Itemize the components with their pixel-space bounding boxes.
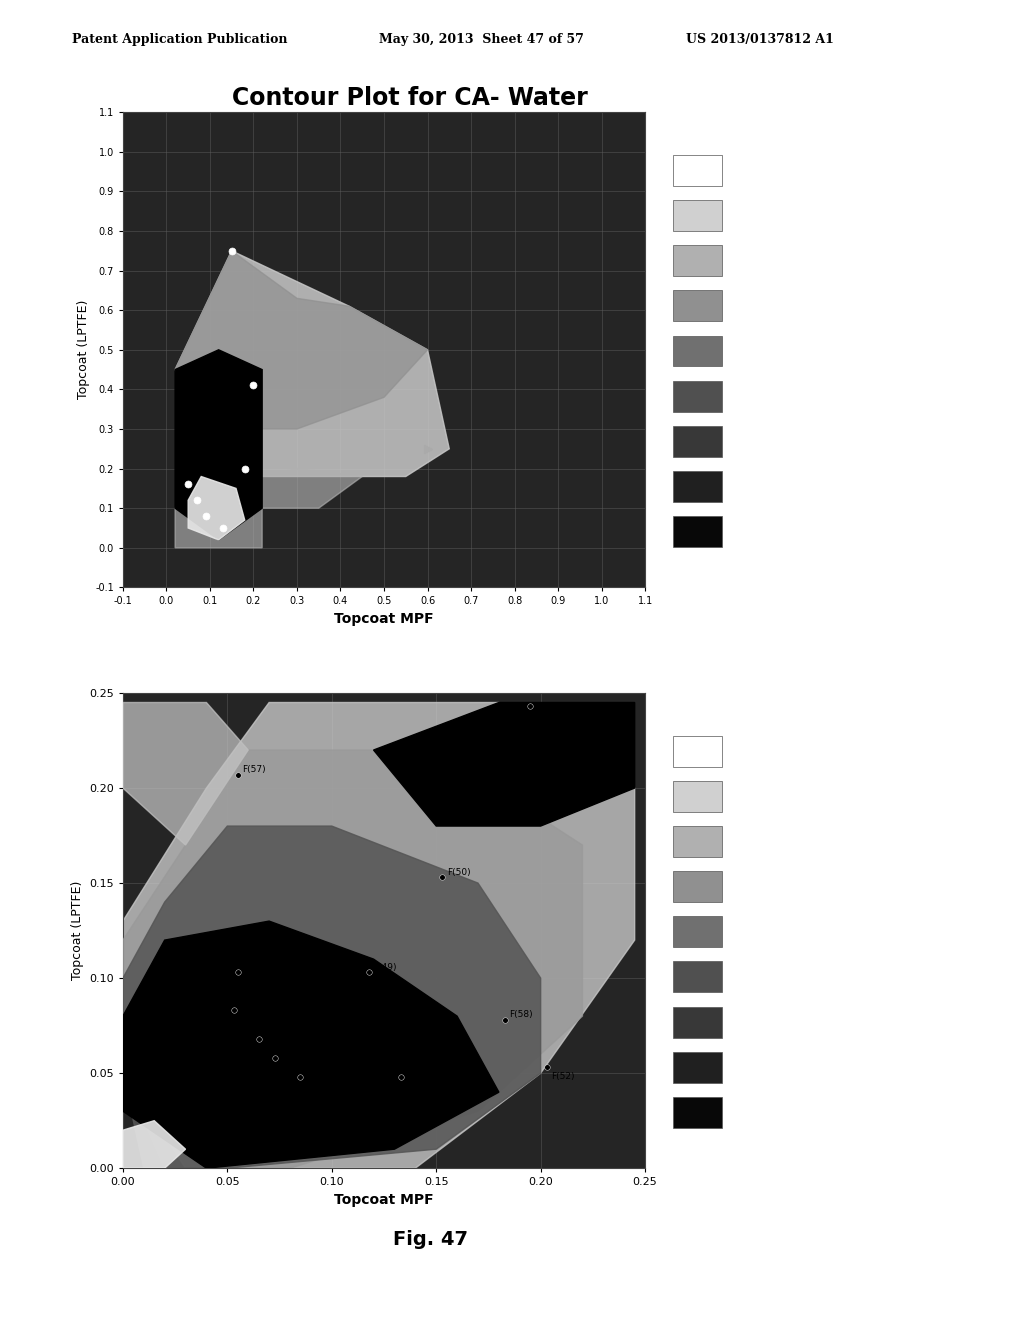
Polygon shape (175, 469, 362, 548)
Text: > 122.500: > 122.500 (734, 1106, 790, 1117)
X-axis label: Topcoat MPF: Topcoat MPF (334, 612, 434, 626)
X-axis label: Topcoat MPF: Topcoat MPF (334, 1193, 434, 1206)
Text: F(CCONTROL 32): F(CCONTROL 32) (242, 962, 318, 972)
Text: May 30, 2013  Sheet 47 of 57: May 30, 2013 Sheet 47 of 57 (379, 33, 584, 46)
Text: <= 110.000: <= 110.000 (734, 836, 798, 845)
Text: <= 105.000: <= 105.000 (734, 164, 798, 174)
FancyBboxPatch shape (673, 426, 722, 457)
Text: <= 115.000: <= 115.000 (734, 925, 798, 936)
FancyBboxPatch shape (673, 516, 722, 546)
Polygon shape (123, 826, 541, 1168)
Text: F(58): F(58) (509, 1010, 532, 1019)
Text: <= 117.500: <= 117.500 (734, 970, 798, 981)
FancyBboxPatch shape (673, 380, 722, 412)
Text: <= 115.000: <= 115.000 (734, 345, 798, 355)
Text: CA- Water: CA- Water (680, 127, 739, 140)
Text: CA- Water: CA- Water (680, 708, 739, 721)
FancyBboxPatch shape (673, 781, 722, 812)
FancyBboxPatch shape (673, 1052, 722, 1082)
Polygon shape (175, 251, 450, 477)
Text: Patent Application Publication: Patent Application Publication (72, 33, 287, 46)
Text: <= 105.000: <= 105.000 (734, 744, 798, 755)
Text: Fig. 47: Fig. 47 (392, 1230, 468, 1249)
Text: <= 112.500: <= 112.500 (734, 300, 798, 310)
FancyBboxPatch shape (673, 871, 722, 902)
Text: F(40): F(40) (238, 1001, 261, 1010)
Text: F(51): F(51) (404, 1081, 428, 1090)
Polygon shape (175, 350, 262, 540)
Text: <= 120.000: <= 120.000 (734, 436, 798, 445)
Y-axis label: Topcoat (LPTFE): Topcoat (LPTFE) (77, 300, 89, 400)
Polygon shape (123, 702, 248, 845)
Text: <= 122.500: <= 122.500 (734, 1061, 798, 1071)
Text: <= 117.500: <= 117.500 (734, 389, 798, 400)
FancyBboxPatch shape (673, 916, 722, 948)
Text: Contour Plot for CA- Water: Contour Plot for CA- Water (231, 86, 588, 110)
Text: <= 110.000: <= 110.000 (734, 255, 798, 264)
Text: F(42): F(42) (271, 1063, 295, 1071)
Text: <= 107.500: <= 107.500 (734, 791, 798, 800)
Text: <= 107.500: <= 107.500 (734, 210, 798, 219)
FancyBboxPatch shape (673, 961, 722, 993)
FancyBboxPatch shape (673, 735, 722, 767)
Polygon shape (123, 702, 635, 1168)
FancyBboxPatch shape (673, 1097, 722, 1127)
Polygon shape (374, 702, 635, 826)
Text: > 122.500: > 122.500 (734, 525, 790, 536)
Text: F(56): F(56) (535, 704, 558, 713)
Polygon shape (175, 251, 428, 429)
Text: F(39): F(39) (304, 1081, 329, 1090)
FancyBboxPatch shape (673, 471, 722, 502)
FancyBboxPatch shape (673, 826, 722, 857)
Polygon shape (123, 750, 583, 1168)
FancyBboxPatch shape (673, 246, 722, 276)
Text: US 2013/0137812 A1: US 2013/0137812 A1 (686, 33, 834, 46)
FancyBboxPatch shape (673, 154, 722, 186)
Text: F(49): F(49) (374, 962, 397, 972)
FancyBboxPatch shape (673, 1007, 722, 1038)
Text: F(57): F(57) (242, 766, 265, 774)
FancyBboxPatch shape (673, 290, 722, 321)
FancyBboxPatch shape (673, 335, 722, 367)
Polygon shape (188, 477, 245, 540)
FancyBboxPatch shape (673, 201, 722, 231)
Text: <= 112.500: <= 112.500 (734, 880, 798, 891)
Text: F(41): F(41) (255, 1043, 278, 1052)
Text: F(52): F(52) (551, 1072, 574, 1081)
Text: F(50): F(50) (446, 867, 470, 876)
Text: <= 122.500: <= 122.500 (734, 480, 798, 490)
Polygon shape (123, 921, 499, 1168)
Polygon shape (123, 1121, 185, 1168)
Text: <= 120.000: <= 120.000 (734, 1016, 798, 1026)
Y-axis label: Topcoat (LPTFE): Topcoat (LPTFE) (71, 880, 84, 981)
